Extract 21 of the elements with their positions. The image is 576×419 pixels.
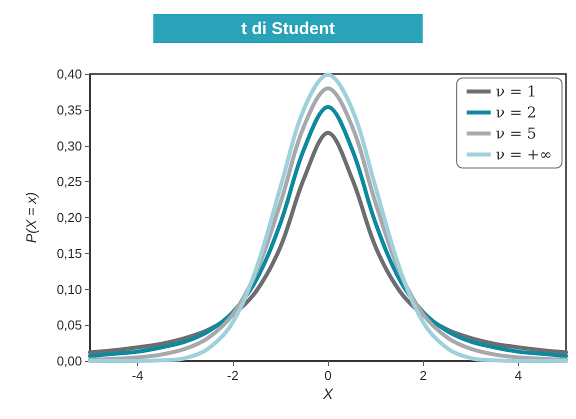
y-tick-label: 0,35 <box>56 102 82 118</box>
legend-label: ν = 2 <box>496 104 536 122</box>
y-tick-label: 0,15 <box>56 246 82 261</box>
legend-label: ν = 1 <box>496 82 536 100</box>
y-tick-label: 0,20 <box>56 210 82 225</box>
chart-title: t di Student <box>241 19 336 38</box>
x-tick-label: 2 <box>420 368 427 383</box>
y-tick-label: 0,05 <box>56 318 82 333</box>
x-axis-title: X <box>322 386 334 403</box>
x-tick-label: 0 <box>324 368 332 383</box>
y-axis-title: P(X = x) <box>23 192 39 243</box>
x-tick-label: -4 <box>132 368 144 383</box>
y-tick-label: 0,25 <box>56 174 82 190</box>
legend-label: ν = 5 <box>496 124 536 142</box>
x-tick-label: 4 <box>514 368 522 383</box>
y-tick-label: 0,00 <box>56 354 82 368</box>
y-tick-label: 0,40 <box>56 66 82 82</box>
y-tick-label: 0,10 <box>56 282 82 297</box>
y-tick-label: 0,30 <box>56 138 82 154</box>
x-tick-label: -2 <box>227 368 239 383</box>
legend-label: ν = +∞ <box>496 146 552 164</box>
